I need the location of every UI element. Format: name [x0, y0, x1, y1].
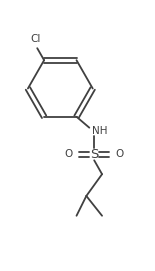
- Text: O: O: [116, 149, 124, 159]
- Text: O: O: [64, 149, 73, 159]
- Text: Cl: Cl: [30, 34, 40, 44]
- Text: S: S: [90, 148, 98, 161]
- Text: NH: NH: [92, 126, 108, 136]
